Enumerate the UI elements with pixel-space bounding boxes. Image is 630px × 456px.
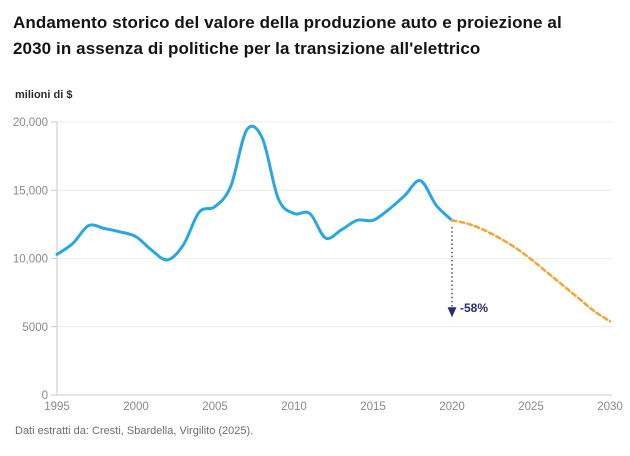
chart-title: Andamento storico del valore della produ… (13, 13, 562, 58)
decline-arrowhead (447, 307, 457, 318)
x-tick-label: 1995 (44, 401, 70, 413)
y-axis-unit-label: milioni di $ (15, 89, 73, 101)
decline-annotation-label: -58% (460, 301, 488, 315)
projection-line-series (450, 219, 612, 323)
x-tick-label: 2010 (281, 401, 307, 413)
x-tick-label: 2030 (597, 401, 623, 413)
y-tick-label: 20,000 (13, 117, 48, 129)
y-tick-label: 10,000 (13, 254, 48, 266)
y-tick-label: 5000 (22, 322, 48, 334)
historical-line-series (55, 124, 454, 262)
x-tick-label: 2025 (518, 401, 544, 413)
x-tick-label: 2000 (123, 401, 149, 413)
x-tick-label: 2015 (360, 401, 386, 413)
y-tick-label: 0 (42, 390, 48, 402)
y-tick-label: 15,000 (13, 185, 48, 197)
source-note: Dati estratti da: Cresti, Sbardella, Vir… (15, 425, 254, 437)
x-tick-label: 2020 (439, 401, 465, 413)
x-tick-label: 2005 (202, 401, 228, 413)
